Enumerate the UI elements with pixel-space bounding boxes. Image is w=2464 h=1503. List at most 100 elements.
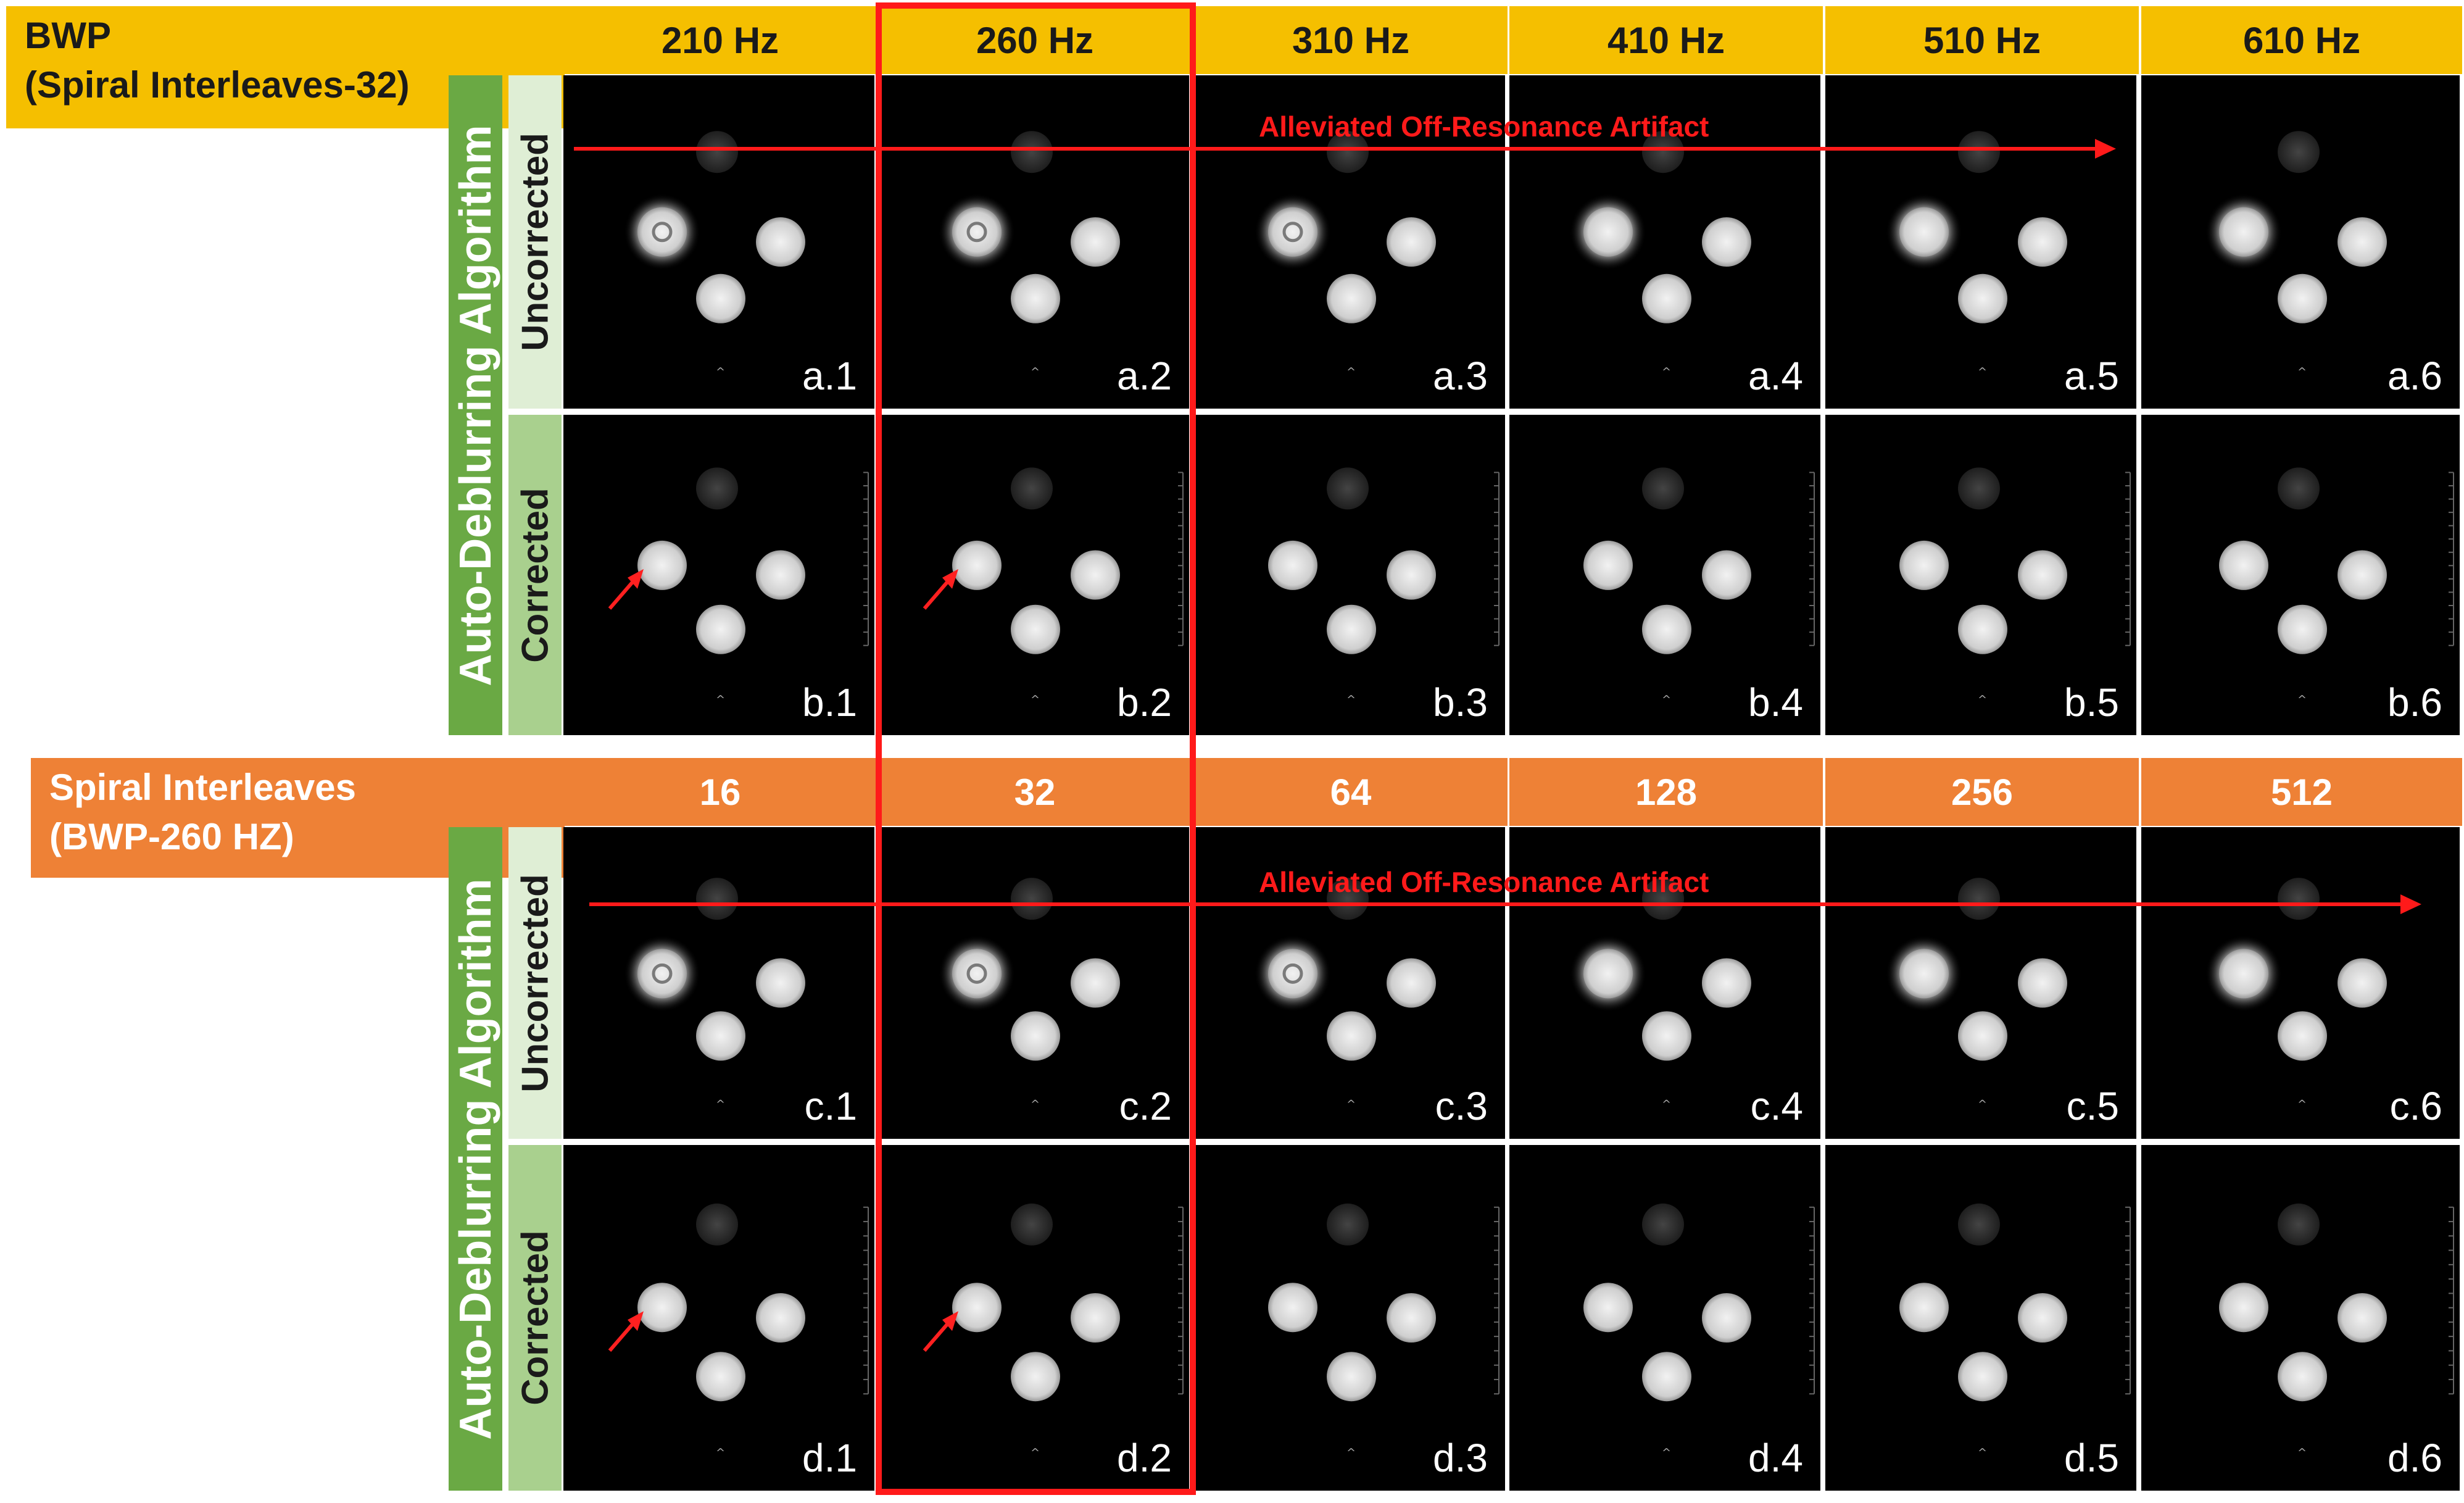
top-artifact-label: Alleviated Off-Resonance Artifact: [1259, 110, 1709, 143]
scan-marker: ^: [1346, 1098, 1356, 1111]
phantom-left-disc: [2219, 540, 2268, 590]
phantom-left-disc: [1268, 540, 1317, 590]
phantom-right-disc: [1071, 217, 1120, 267]
scan-marker: ^: [2297, 365, 2307, 378]
phantom-dark-disc: [1642, 467, 1684, 510]
phantom-left-disc: [637, 949, 687, 999]
red-pointer-arrowhead: [942, 1311, 958, 1331]
panel-label: c.6: [2389, 1084, 2442, 1128]
bottom-corrected-panel-2: ^ d.2: [878, 1145, 1189, 1491]
scan-marker: ^: [1978, 1446, 1987, 1459]
phantom-left-disc: [1268, 207, 1317, 257]
panel-label: c.3: [1435, 1084, 1488, 1128]
phantom-right-disc: [1071, 958, 1120, 1008]
phantom-dark-disc: [696, 131, 738, 173]
artifact-ring: [1282, 222, 1303, 243]
bottom-uncorrected-panel-1: ^ c.1: [563, 827, 874, 1139]
panel-label: d.2: [1117, 1436, 1172, 1480]
phantom-bottom-disc: [1011, 1352, 1060, 1402]
panel-label: b.5: [2064, 680, 2119, 725]
bottom-column-header-4: 128: [1509, 758, 1823, 826]
bottom-column-header-6: 512: [2141, 758, 2462, 826]
top-uncorrected-panel-2: ^ a.2: [878, 75, 1189, 409]
phantom-right-disc: [1387, 958, 1436, 1008]
bottom-corrected-bar: Corrected: [508, 1145, 562, 1491]
scan-marker: ^: [1978, 1098, 1987, 1111]
phantom-bottom-disc: [1327, 604, 1376, 654]
phantom-left-disc: [637, 207, 687, 257]
top-column-header-5: 510 Hz: [1825, 6, 2139, 74]
phantom-bottom-disc: [2278, 273, 2327, 323]
bottom-corrected-panel-1: ^ d.1: [563, 1145, 874, 1491]
phantom-bottom-disc: [2278, 1011, 2327, 1061]
phantom-left-disc: [2219, 207, 2268, 257]
panel-label: d.5: [2064, 1436, 2119, 1480]
phantom-bottom-disc: [696, 604, 745, 654]
scan-marker: ^: [1662, 1098, 1671, 1111]
bottom-uncorrected-panel-2: ^ c.2: [878, 827, 1189, 1139]
panel-label: a.4: [1748, 354, 1803, 398]
red-pointer-arrowhead: [942, 568, 958, 589]
scan-marker: ^: [1031, 693, 1040, 706]
phantom-dark-disc: [696, 1203, 738, 1246]
artifact-ring: [652, 963, 673, 984]
phantom-right-disc: [2018, 217, 2067, 267]
scan-marker: ^: [2297, 693, 2307, 706]
panel-label: d.1: [802, 1436, 857, 1480]
top-corrected-panel-2: ^ b.2: [878, 415, 1189, 735]
phantom-left-disc: [952, 207, 1002, 257]
phantom-bottom-disc: [696, 1011, 745, 1061]
bottom-artifact-arrow-head: [2400, 894, 2421, 914]
bottom-column-header-1: 16: [563, 758, 877, 826]
top-block-label-line1: BWP: [25, 15, 111, 56]
phantom-left-disc: [637, 540, 687, 590]
phantom-left-disc: [1268, 1283, 1317, 1333]
top-column-header-2: 260 Hz: [878, 6, 1192, 74]
phantom-dark-disc: [2278, 1203, 2320, 1246]
top-uncorrected-bar: Uncorrected: [508, 75, 562, 409]
top-artifact-arrow-head: [2095, 139, 2116, 159]
phantom-left-disc: [1899, 1283, 1949, 1333]
bottom-uncorrected-panel-3: ^ c.3: [1194, 827, 1505, 1139]
phantom-bottom-disc: [696, 273, 745, 323]
scan-marker: ^: [1031, 1446, 1040, 1459]
phantom-right-disc: [1387, 217, 1436, 267]
phantom-bottom-disc: [2278, 1352, 2327, 1402]
phantom-dark-disc: [1958, 1203, 2000, 1246]
panel-label: c.5: [2066, 1084, 2119, 1128]
bottom-algorithm-bar: Auto-Deblurring Algorithm: [449, 827, 502, 1491]
scan-marker: ^: [1031, 1098, 1040, 1111]
phantom-dark-disc: [1327, 1203, 1369, 1246]
phantom-left-disc: [637, 1283, 687, 1333]
bottom-uncorrected-panel-5: ^ c.5: [1825, 827, 2136, 1139]
phantom-right-disc: [1071, 1293, 1120, 1343]
phantom-left-disc: [952, 540, 1002, 590]
bottom-column-header-5: 256: [1825, 758, 2139, 826]
phantom-right-disc: [2018, 1293, 2067, 1343]
phantom-dark-disc: [1327, 467, 1369, 510]
bottom-corrected-label: Corrected: [514, 1230, 556, 1405]
panel-label: a.2: [1117, 354, 1172, 398]
panel-label: b.2: [1117, 680, 1172, 725]
phantom-bottom-disc: [1642, 273, 1691, 323]
top-corrected-label: Corrected: [514, 487, 556, 663]
panel-label: b.3: [1433, 680, 1488, 725]
phantom-bottom-disc: [1011, 1011, 1060, 1061]
phantom-left-disc: [1899, 949, 1949, 999]
bottom-block-label-line1: Spiral Interleaves: [49, 767, 356, 808]
scan-marker: ^: [2297, 1098, 2307, 1111]
phantom-left-disc: [1268, 949, 1317, 999]
phantom-left-disc: [1583, 1283, 1633, 1333]
phantom-bottom-disc: [2278, 604, 2327, 654]
top-corrected-panel-5: ^ b.5: [1825, 415, 2136, 735]
phantom-right-disc: [1702, 550, 1751, 600]
artifact-ring: [966, 222, 987, 243]
phantom-left-disc: [1583, 207, 1633, 257]
red-pointer-arrowhead: [628, 1311, 644, 1331]
phantom-dark-disc: [1958, 467, 2000, 510]
phantom-bottom-disc: [1011, 604, 1060, 654]
top-block-label-line2: (Spiral Interleaves-32): [25, 64, 410, 106]
bottom-column-header-2: 32: [878, 758, 1192, 826]
phantom-right-disc: [756, 550, 805, 600]
phantom-right-disc: [756, 217, 805, 267]
